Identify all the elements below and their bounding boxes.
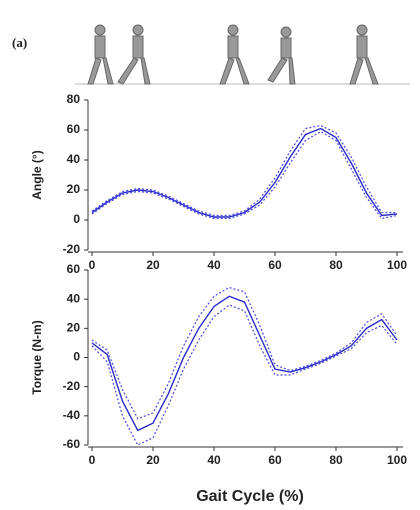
x-tick-label: 0 bbox=[89, 258, 96, 272]
series-line bbox=[91, 304, 398, 446]
x-tick-label: 60 bbox=[268, 258, 282, 272]
y-tick-label: -20 bbox=[63, 379, 81, 393]
y-tick-label: -40 bbox=[63, 408, 81, 422]
y-tick-label: 20 bbox=[67, 182, 81, 196]
y-tick-label: 0 bbox=[73, 350, 80, 364]
x-tick-label: 60 bbox=[268, 453, 282, 467]
series-line bbox=[91, 124, 397, 217]
series-line bbox=[91, 127, 398, 218]
x-tick-label: 80 bbox=[329, 258, 343, 272]
y-tick-label: 80 bbox=[67, 92, 81, 106]
x-axis-label: Gait Cycle (%) bbox=[196, 488, 304, 505]
y-tick-label: 20 bbox=[67, 321, 81, 335]
y-axis-label: Angle (°) bbox=[30, 150, 44, 199]
walking-figures bbox=[75, 24, 410, 85]
x-tick-label: 0 bbox=[89, 453, 96, 467]
x-tick-label: 40 bbox=[207, 453, 221, 467]
x-tick-label: 100 bbox=[387, 258, 407, 272]
x-tick-label: 80 bbox=[329, 453, 343, 467]
x-tick-label: 20 bbox=[146, 453, 160, 467]
y-tick-label: 40 bbox=[67, 291, 81, 305]
figure-label: (a) bbox=[12, 35, 27, 50]
series-line bbox=[91, 130, 398, 220]
x-tick-label: 100 bbox=[387, 453, 407, 467]
y-tick-label: -60 bbox=[63, 437, 81, 451]
series-line bbox=[91, 286, 398, 420]
y-tick-label: 40 bbox=[67, 152, 81, 166]
x-tick-label: 20 bbox=[146, 258, 160, 272]
y-tick-label: 60 bbox=[67, 122, 81, 136]
series-line bbox=[91, 295, 398, 432]
y-tick-label: 60 bbox=[67, 262, 81, 276]
y-tick-label: -20 bbox=[63, 242, 81, 256]
x-tick-label: 40 bbox=[207, 258, 221, 272]
y-tick-label: 0 bbox=[73, 212, 80, 226]
y-axis-label: Torque (N-m) bbox=[30, 320, 44, 394]
